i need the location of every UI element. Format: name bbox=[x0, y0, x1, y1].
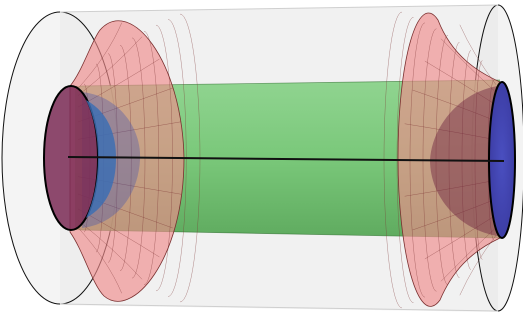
right-flare-mesh-spoke bbox=[459, 24, 497, 85]
central-axis-line bbox=[67, 156, 505, 162]
left-flare-mesh-spoke bbox=[77, 36, 143, 96]
left-flare-mesh-spoke bbox=[77, 220, 143, 280]
left-flare-mesh-spoke bbox=[77, 227, 122, 294]
right-flare-mesh-spoke bbox=[424, 214, 497, 260]
right-flare-mesh-spoke bbox=[412, 89, 497, 122]
right-flare-mesh-spoke bbox=[404, 179, 497, 197]
right-flare-mesh-spoke bbox=[412, 198, 497, 231]
right-flare-mesh-spoke bbox=[440, 227, 497, 282]
right-flare-mesh-spoke bbox=[459, 235, 497, 296]
right-flare-mesh-spoke bbox=[404, 123, 497, 141]
right-flare-mesh-spoke bbox=[424, 60, 497, 106]
right-flare-mesh-spoke bbox=[440, 38, 497, 93]
left-flare-mesh-spoke bbox=[77, 22, 122, 89]
